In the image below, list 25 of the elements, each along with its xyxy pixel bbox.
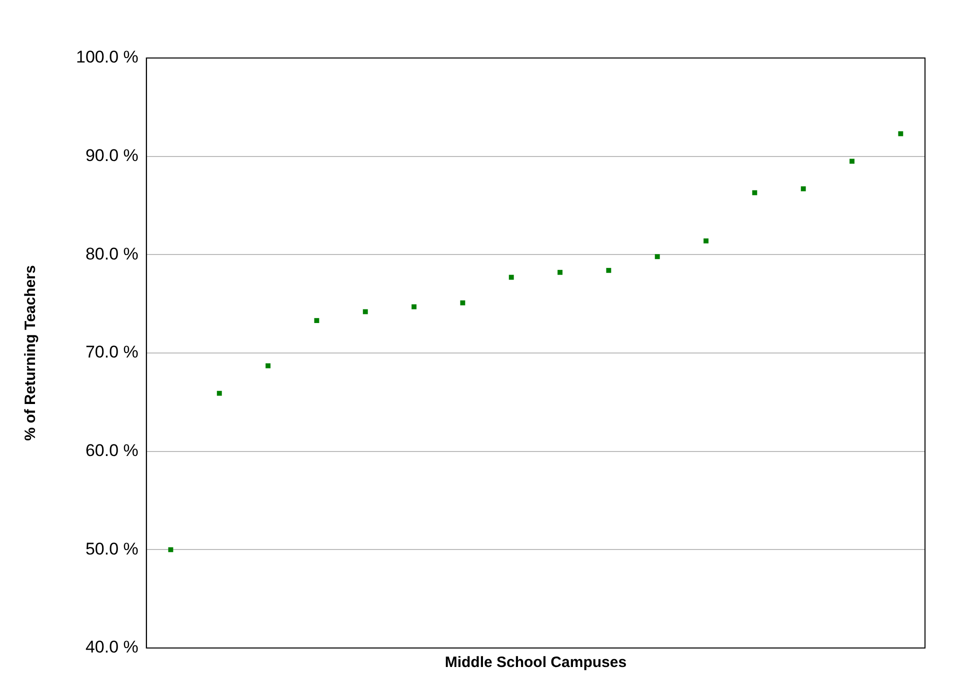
point: [216, 390, 222, 396]
point: [898, 131, 904, 136]
y-axis-title: % of Returning Teachers: [22, 265, 40, 441]
point: [752, 190, 758, 196]
point: [654, 254, 660, 260]
point: [704, 238, 708, 244]
point: [266, 363, 271, 368]
y-tick-label: 50.0 %: [85, 539, 138, 558]
point: [850, 158, 854, 164]
point: [800, 186, 806, 192]
y-tick-label: 40.0 %: [85, 638, 138, 657]
point: [460, 300, 466, 306]
point: [314, 318, 320, 324]
point: [606, 268, 612, 273]
y-tick-label: 60.0 %: [85, 441, 138, 460]
point: [508, 274, 514, 280]
y-tick-label: 80.0 %: [85, 244, 138, 264]
point: [168, 547, 174, 552]
x-axis-title: Middle School Campuses: [444, 654, 627, 672]
y-tick-label: 90.0 %: [85, 146, 138, 166]
point: [558, 270, 562, 275]
y-tick-label: 100.0 %: [76, 48, 138, 67]
point: [362, 309, 368, 314]
point: [412, 304, 417, 310]
y-tick-label: 70.0 %: [85, 342, 138, 362]
